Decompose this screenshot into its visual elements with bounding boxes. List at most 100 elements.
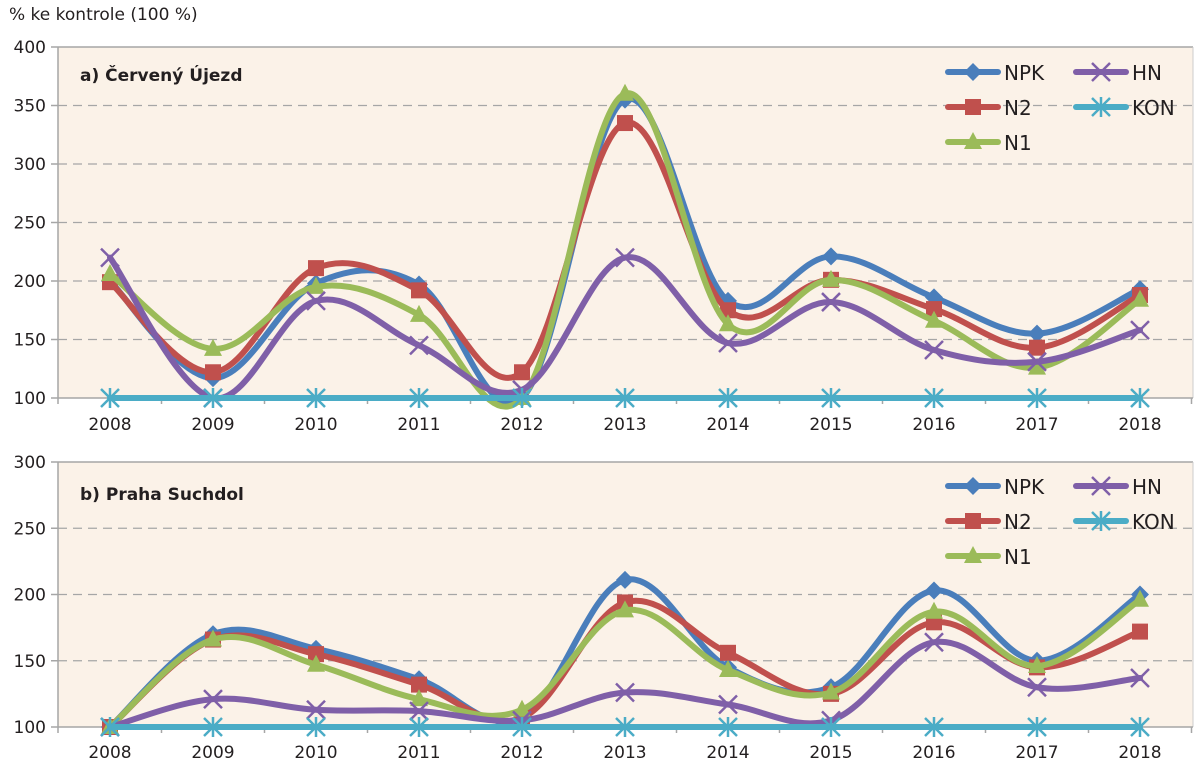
marker-hn-stroke-2 [615, 247, 635, 268]
x-tick-label: 2009 [191, 743, 234, 763]
marker-hn [924, 340, 944, 360]
marker-kon [306, 388, 326, 408]
legend-marker-n1 [964, 546, 982, 563]
legend-item-npk: NPK [945, 475, 1045, 499]
marker-n2 [308, 646, 324, 663]
marker-kon [409, 388, 429, 408]
marker-n1 [204, 629, 222, 647]
legend-item-kon: KON [1073, 510, 1175, 534]
legend-marker-hn [1091, 476, 1111, 496]
y-tick-label: 200 [14, 272, 46, 292]
y-tick-label: 150 [14, 652, 46, 672]
legend-marker-n2 [965, 99, 981, 115]
legend-marker-kon [1091, 97, 1111, 117]
marker-kon [203, 717, 223, 737]
marker-kon [1130, 388, 1150, 408]
marker-kon [1130, 717, 1150, 737]
marker-hn [1130, 668, 1150, 688]
marker-hn-stroke-2 [1027, 351, 1047, 372]
marker-kon [924, 388, 944, 408]
y-tick-label: 200 [14, 586, 46, 606]
marker-n1 [1028, 357, 1046, 375]
legend-label: KON [1132, 96, 1175, 120]
x-tick-label: 2018 [1118, 743, 1161, 763]
legend-marker-n1 [964, 132, 982, 149]
chart-panel-b: 100 150 200 250 300 2008 2009 2010 2011 2012 2013 2… [14, 453, 1194, 763]
legend-item-npk: NPK [945, 61, 1045, 85]
y-tick-label: 300 [14, 155, 46, 175]
legend-marker-hn-stroke-2 [1091, 62, 1111, 82]
panel-title: b) Praha Suchdol [80, 485, 244, 505]
marker-kon [718, 388, 738, 408]
marker-n2 [720, 644, 736, 661]
marker-n1 [307, 276, 325, 294]
marker-n2 [308, 260, 324, 277]
y-axis-label: % ke kontrole (100 %) [9, 5, 198, 25]
marker-n1 [719, 314, 737, 332]
x-tick-label: 2018 [1118, 415, 1161, 435]
marker-kon [203, 388, 223, 408]
marker-hn [1027, 677, 1047, 698]
marker-kon [924, 717, 944, 737]
legend-label: HN [1132, 475, 1162, 499]
marker-n2 [205, 364, 221, 381]
y-tick-label: 350 [14, 97, 46, 117]
marker-hn-stroke-2 [718, 694, 738, 715]
legend-marker-n2 [965, 513, 981, 529]
marker-hn-stroke-2 [718, 333, 738, 353]
legend-item-n2: N2 [945, 510, 1032, 534]
series-kon [100, 388, 1150, 408]
marker-hn [409, 335, 429, 356]
marker-hn-stroke-2 [924, 340, 944, 360]
legend-label: N2 [1004, 96, 1032, 120]
marker-hn [203, 689, 223, 710]
y-tick-label: 300 [14, 453, 46, 473]
marker-hn [718, 694, 738, 715]
marker-n1 [925, 310, 943, 328]
x-tick-label: 2014 [706, 743, 749, 763]
marker-hn-stroke-2 [306, 291, 326, 311]
marker-kon [100, 388, 120, 408]
marker-hn-stroke-2 [924, 632, 944, 653]
x-tick-label: 2016 [912, 415, 955, 435]
x-tick-label: 2010 [294, 743, 337, 763]
marker-hn [100, 247, 120, 268]
y-tick-label: 100 [14, 389, 46, 409]
x-tick-label: 2013 [603, 415, 646, 435]
x-tick-label: 2014 [706, 415, 749, 435]
x-tick-label: 2008 [88, 743, 131, 763]
marker-hn [1027, 351, 1047, 372]
x-tick-label: 2008 [88, 415, 131, 435]
marker-kon [615, 717, 635, 737]
marker-n1 [616, 600, 634, 618]
marker-kon [512, 717, 532, 737]
marker-hn-stroke-2 [100, 247, 120, 268]
x-tick-label: 2015 [809, 415, 852, 435]
y-tick-label: 100 [14, 718, 46, 738]
marker-npk [925, 581, 943, 600]
y-tick-label: 150 [14, 331, 46, 351]
x-tick-label: 2009 [191, 415, 234, 435]
marker-hn [306, 291, 326, 311]
marker-hn-stroke-2 [821, 292, 841, 312]
marker-hn [306, 699, 326, 720]
marker-kon [1027, 717, 1047, 737]
marker-hn [615, 682, 635, 703]
marker-n1 [719, 660, 737, 678]
marker-n2 [1029, 339, 1045, 356]
legend-label: NPK [1004, 475, 1045, 499]
marker-npk [616, 570, 634, 589]
marker-n1 [307, 654, 325, 672]
marker-n2 [411, 282, 427, 299]
marker-n2 [720, 302, 736, 319]
marker-hn-stroke-2 [1130, 668, 1150, 688]
legend: NPK N2 N1 HN KON [945, 61, 1175, 155]
marker-n1 [1131, 589, 1149, 607]
marker-n1 [410, 689, 428, 707]
legend-marker-kon [1091, 511, 1111, 531]
marker-n1 [925, 601, 943, 619]
x-tick-label: 2010 [294, 415, 337, 435]
marker-n1 [1028, 656, 1046, 674]
legend-label: HN [1132, 61, 1162, 85]
marker-hn [718, 333, 738, 353]
